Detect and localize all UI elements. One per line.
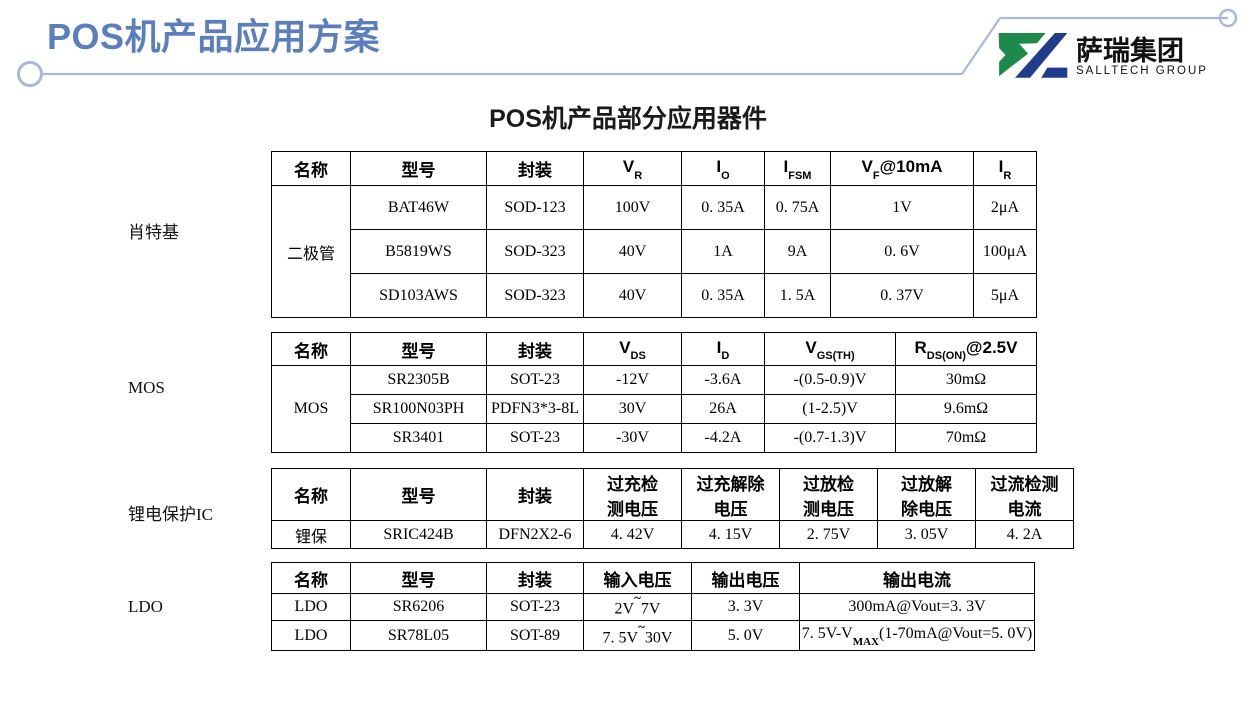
svg-text:SALLTECH GROUP: SALLTECH GROUP <box>1076 65 1208 77</box>
svg-text:萨瑞集团: 萨瑞集团 <box>1076 35 1184 66</box>
